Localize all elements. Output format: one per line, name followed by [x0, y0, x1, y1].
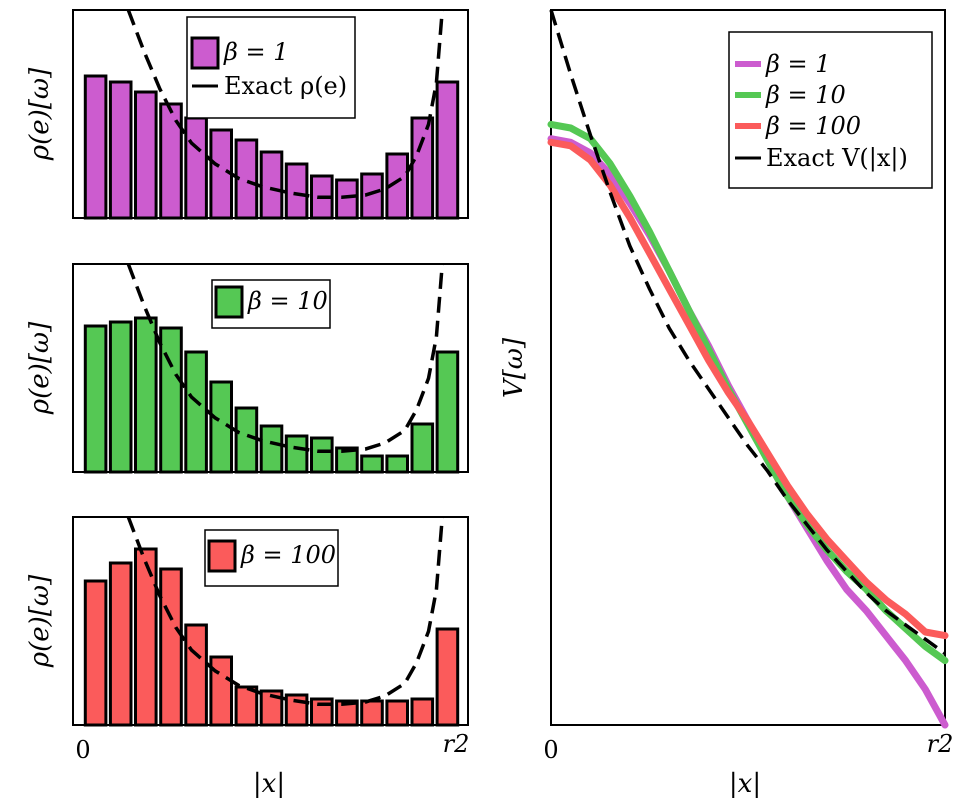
- middle-left-bar-11: [335, 446, 359, 474]
- middle-left-bar-4: [159, 326, 183, 474]
- right-axes-frame: [550, 9, 946, 726]
- top-left-bars: [83, 74, 460, 220]
- middle-left-bar-1: [83, 324, 108, 474]
- right-series-lines: [547, 9, 949, 729]
- left-xtick-start: 0: [75, 736, 90, 764]
- legend-label-right-exact-v: Exact V(|x|): [766, 144, 908, 173]
- top-left-ylabel: ρ(e)[ω]: [25, 67, 55, 161]
- series-line-exact-v: [549, 9, 947, 655]
- bottom-left-bar-1: [83, 579, 108, 727]
- middle-left-bars: [83, 316, 460, 474]
- legend-label-exact-rho: Exact ρ(e): [224, 72, 347, 100]
- bottom-left-bar-3: [134, 547, 158, 727]
- middle-left-bar-7: [234, 406, 259, 474]
- bottom-left-bar-6: [209, 655, 233, 727]
- series-line-beta-10: [547, 120, 949, 665]
- top-left-bar-3: [134, 90, 158, 220]
- middle-left-bar-8: [259, 424, 284, 474]
- legend-swatch-beta-100: [207, 539, 237, 573]
- middle-left-bar-13: [385, 454, 409, 474]
- left-xtick-end: r2: [443, 730, 470, 758]
- top-left-bar-1: [83, 74, 108, 220]
- middle-left-bar-10: [310, 436, 334, 474]
- legend-swatch-beta-10: [214, 285, 244, 319]
- left-xlabel: |x|: [253, 769, 285, 799]
- bottom-left-bar-7: [234, 685, 259, 727]
- bottom-left-bar-8: [259, 689, 284, 727]
- legend-label-beta-10: β = 10: [247, 287, 328, 315]
- legend-label-beta-1: β = 1: [223, 38, 289, 66]
- top-left-legend: β = 1 Exact ρ(e): [186, 16, 356, 119]
- legend-swatch-beta-1: [190, 36, 220, 70]
- bottom-left-exact-curve-group: [126, 516, 445, 706]
- middle-left-bar-15: [435, 350, 460, 474]
- middle-left-ylabel-text: ρ(e)[ω]: [25, 321, 55, 415]
- bottom-left-legend: β = 100: [204, 529, 339, 587]
- top-left-bar-7: [234, 138, 259, 220]
- top-left-bar-13: [385, 152, 409, 220]
- middle-left-exact-curve: [126, 263, 445, 453]
- middle-left-legend: β = 10: [211, 279, 331, 329]
- top-left-bar-4: [159, 102, 183, 220]
- right-xtick-start: 0: [543, 736, 558, 764]
- middle-left-ylabel: ρ(e)[ω]: [25, 321, 55, 415]
- middle-left-bar-12: [360, 454, 384, 474]
- bottom-left-bar-2: [108, 561, 133, 727]
- bottom-left-bar-12: [360, 699, 384, 727]
- right-xlabel: |x|: [729, 769, 761, 799]
- bottom-left-bar-5: [184, 623, 208, 727]
- bottom-left-ylabel: ρ(e)[ω]: [25, 574, 55, 668]
- middle-left-bar-3: [134, 316, 158, 474]
- bottom-left-bar-14: [410, 697, 435, 727]
- bottom-left-bar-4: [159, 567, 183, 727]
- bottom-left-bar-15: [435, 627, 460, 727]
- series-line-beta-100: [547, 138, 949, 640]
- middle-left-bar-2: [108, 320, 133, 474]
- bottom-left-ylabel-text: ρ(e)[ω]: [25, 574, 55, 668]
- top-left-exact-curve-group: [126, 9, 445, 199]
- bottom-left-bar-11: [335, 699, 359, 727]
- legend-label-beta-100: β = 100: [240, 541, 336, 569]
- top-left-bar-5: [184, 116, 208, 220]
- middle-left-bar-14: [410, 422, 435, 474]
- top-left-bar-9: [284, 162, 309, 220]
- legend-label-right-beta-10: β = 10: [765, 81, 846, 109]
- top-left-bar-2: [108, 80, 133, 220]
- top-left-bar-11: [335, 178, 359, 220]
- top-left-bar-14: [410, 116, 435, 220]
- middle-left-bar-5: [184, 350, 208, 474]
- bottom-left-exact-curve: [126, 516, 445, 706]
- bottom-left-bar-13: [385, 699, 409, 727]
- right-ylabel-text: V[ω]: [499, 337, 529, 398]
- middle-left-bar-9: [284, 434, 309, 474]
- right-legend-box: [728, 31, 933, 189]
- middle-left-exact-curve-group: [126, 263, 445, 453]
- top-left-bar-12: [360, 172, 384, 220]
- top-left-ylabel-text: ρ(e)[ω]: [25, 67, 55, 161]
- top-left-exact-curve: [126, 9, 445, 199]
- right-ylabel: V[ω]: [499, 337, 529, 398]
- top-left-bar-8: [259, 150, 284, 220]
- legend-label-right-beta-100: β = 100: [765, 112, 861, 140]
- right-legend: β = 1 β = 10 β = 100 Exact V(|x|): [728, 31, 933, 189]
- right-xtick-end: r2: [927, 730, 954, 758]
- top-left-bar-15: [435, 80, 460, 220]
- legend-label-right-beta-1: β = 1: [765, 50, 831, 78]
